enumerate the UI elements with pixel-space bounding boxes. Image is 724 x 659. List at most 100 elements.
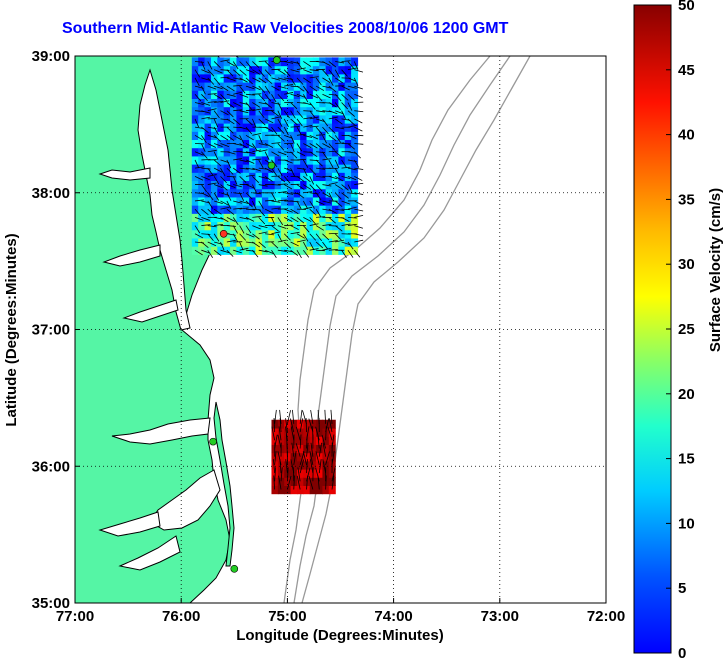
velocity-vector <box>207 143 217 148</box>
velocity-vector <box>327 426 333 441</box>
velocity-vector <box>220 217 229 223</box>
velocity-vector <box>264 151 270 160</box>
velocity-vector <box>354 143 364 145</box>
velocity-vector <box>245 217 255 222</box>
velocity-vector <box>213 208 222 215</box>
velocity-vector <box>303 61 312 67</box>
velocity-vector <box>328 192 334 201</box>
velocity-cell <box>322 452 330 462</box>
velocity-vector <box>226 192 232 201</box>
velocity-vector <box>347 124 357 128</box>
velocity-vector <box>233 91 243 95</box>
velocity-vector <box>316 249 326 252</box>
velocity-vector <box>213 93 223 100</box>
velocity-vector <box>290 200 300 203</box>
velocity-vector <box>290 208 299 215</box>
velocity-vector <box>252 233 260 240</box>
colorbar <box>633 4 672 654</box>
velocity-vector <box>283 241 291 249</box>
velocity-vector <box>258 94 266 102</box>
velocity-vector <box>220 200 229 206</box>
velocity-vector <box>328 208 337 214</box>
velocity-vector <box>207 167 214 176</box>
velocity-vector <box>296 200 302 210</box>
velocity-vector <box>296 110 304 118</box>
velocity-vector <box>328 217 336 224</box>
velocity-vector <box>207 101 217 103</box>
velocity-vector <box>271 426 276 441</box>
velocity-vector <box>264 61 272 69</box>
velocity-vector <box>277 118 283 128</box>
velocity-vector <box>353 61 359 70</box>
velocity-vector <box>226 110 234 118</box>
velocity-vector <box>296 61 303 70</box>
velocity-vector <box>309 248 319 251</box>
velocity-vector <box>299 459 305 474</box>
y-tick-label: 36:00 <box>32 458 70 475</box>
velocity-vector <box>285 434 288 449</box>
velocity-vector <box>290 93 300 98</box>
velocity-vector <box>213 167 223 173</box>
velocity-vector <box>277 199 287 202</box>
velocity-vector <box>322 143 331 149</box>
velocity-vector <box>271 217 276 226</box>
velocity-vector <box>341 85 350 91</box>
velocity-vector <box>283 233 291 241</box>
velocity-vector <box>245 192 253 200</box>
velocity-cell <box>296 477 304 486</box>
velocity-cell <box>316 444 324 454</box>
velocity-vector <box>264 143 274 148</box>
velocity-cell <box>303 485 311 495</box>
velocity-vector <box>328 240 338 243</box>
velocity-vector <box>284 159 293 164</box>
velocity-vector <box>316 175 326 178</box>
velocity-cell <box>328 427 336 437</box>
velocity-vector <box>252 192 262 195</box>
velocity-vector <box>258 249 268 253</box>
velocity-vector <box>334 167 340 177</box>
velocity-vector <box>245 151 255 155</box>
velocity-cell <box>271 419 279 429</box>
velocity-vector <box>296 77 304 85</box>
velocity-vector <box>354 167 364 170</box>
velocity-vector <box>290 151 298 159</box>
velocity-vector <box>277 110 283 119</box>
velocity-vector <box>232 61 239 70</box>
velocity-cell <box>284 477 292 486</box>
velocity-vector <box>245 134 254 141</box>
velocity-vector <box>194 102 204 105</box>
velocity-vector <box>274 467 277 482</box>
velocity-vector <box>194 166 204 169</box>
velocity-vector <box>283 110 290 119</box>
velocity-cell <box>328 419 336 429</box>
velocity-vector <box>213 85 223 90</box>
velocity-vector <box>285 459 288 474</box>
velocity-vector <box>239 200 249 204</box>
velocity-vector <box>214 100 224 103</box>
velocity-vector <box>252 167 262 172</box>
y-ticks: 39:00 38:00 37:00 36:00 35:00 <box>32 48 80 612</box>
velocity-vector <box>277 217 284 226</box>
velocity-cell <box>277 419 285 429</box>
colorbar-tick-label: 25 <box>678 321 695 338</box>
velocity-vector <box>194 225 201 234</box>
velocity-vector <box>309 208 317 216</box>
velocity-vector <box>308 475 314 490</box>
velocity-vector <box>252 225 261 230</box>
velocity-cell <box>328 452 336 462</box>
velocity-vector <box>284 167 293 172</box>
velocity-vector <box>277 239 287 243</box>
velocity-cell <box>284 485 292 495</box>
velocity-vector <box>239 241 244 251</box>
velocity-vector <box>220 59 230 62</box>
river-1 <box>98 167 151 181</box>
velocity-vector <box>220 143 230 148</box>
velocity-vector <box>201 116 211 120</box>
velocity-vector <box>207 225 217 228</box>
velocity-vector <box>303 69 312 74</box>
velocity-vector <box>264 85 271 94</box>
velocity-vector <box>309 167 317 175</box>
velocity-vector <box>207 134 217 139</box>
velocity-vector <box>213 143 223 148</box>
velocity-vector <box>287 475 292 490</box>
